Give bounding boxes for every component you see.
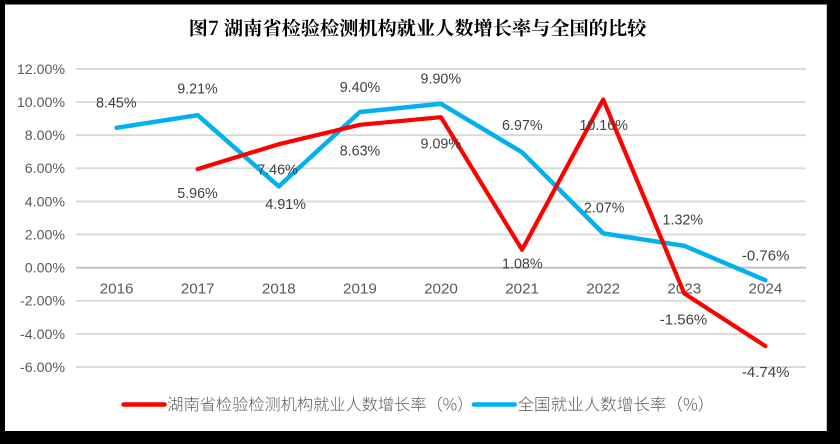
svg-text:7.46%: 7.46%: [257, 162, 298, 178]
svg-text:9.90%: 9.90%: [421, 72, 462, 88]
svg-text:8.63%: 8.63%: [340, 144, 381, 160]
svg-text:2020: 2020: [424, 281, 458, 298]
svg-text:6.97%: 6.97%: [502, 118, 543, 134]
svg-text:2022: 2022: [586, 281, 620, 298]
svg-text:9.09%: 9.09%: [421, 137, 462, 153]
svg-text:5.96%: 5.96%: [177, 186, 218, 202]
svg-text:1.08%: 1.08%: [502, 257, 543, 273]
svg-text:2017: 2017: [181, 281, 215, 298]
svg-text:9.40%: 9.40%: [340, 80, 381, 96]
svg-text:-6.00%: -6.00%: [20, 360, 65, 376]
svg-text:-2.00%: -2.00%: [20, 294, 65, 310]
svg-text:0.00%: 0.00%: [25, 261, 66, 277]
svg-text:10.00%: 10.00%: [17, 95, 66, 111]
svg-text:4.91%: 4.91%: [265, 197, 306, 213]
svg-text:2018: 2018: [262, 281, 296, 298]
svg-text:2021: 2021: [505, 281, 539, 298]
svg-text:4.00%: 4.00%: [25, 194, 66, 210]
svg-text:12.00%: 12.00%: [17, 62, 66, 78]
svg-text:2016: 2016: [100, 281, 134, 298]
svg-text:2024: 2024: [749, 281, 783, 298]
svg-text:2.07%: 2.07%: [584, 200, 625, 216]
svg-text:6.00%: 6.00%: [25, 161, 66, 177]
svg-text:1.32%: 1.32%: [663, 212, 704, 228]
svg-text:9.21%: 9.21%: [177, 82, 218, 98]
svg-text:-0.76%: -0.76%: [742, 248, 790, 265]
svg-text:-4.00%: -4.00%: [20, 327, 65, 343]
svg-text:10.16%: 10.16%: [579, 118, 628, 134]
svg-text:2.00%: 2.00%: [25, 228, 66, 244]
svg-text:8.45%: 8.45%: [96, 96, 137, 112]
svg-text:-1.56%: -1.56%: [660, 312, 708, 329]
svg-text:2019: 2019: [343, 281, 377, 298]
svg-text:8.00%: 8.00%: [25, 128, 66, 144]
svg-text:-4.74%: -4.74%: [742, 364, 790, 381]
